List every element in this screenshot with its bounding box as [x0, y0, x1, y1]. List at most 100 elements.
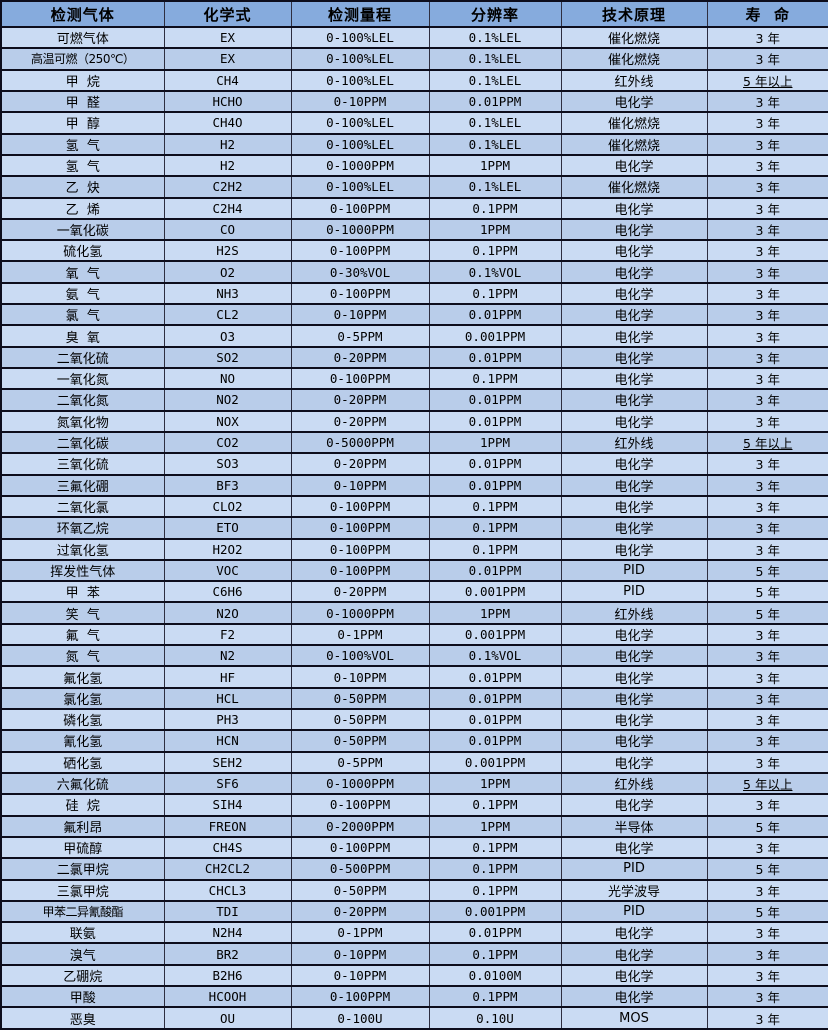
table-row: 六氟化硫 SF6 0-1000PPM 1PPM 红外线 5 年以上: [0, 771, 828, 796]
cell-formula: O2: [163, 260, 292, 284]
cell-life: 3 年: [706, 388, 828, 412]
cell-resolution: 0.001PPM: [428, 622, 562, 647]
cell-gas: 甲酸: [0, 985, 165, 1009]
cell-life: 3 年: [706, 281, 828, 306]
cell-life: 3 年: [706, 921, 828, 945]
cell-principle: 电化学: [560, 388, 708, 412]
table-row: 一氧化碳 CO 0-1000PPM 1PPM 电化学 3 年: [0, 217, 828, 242]
cell-life: 5 年以上: [706, 771, 828, 796]
cell-life: 3 年: [706, 260, 828, 284]
cell-gas: 甲 醛: [0, 89, 165, 114]
cell-gas: 氟化氢: [0, 665, 165, 689]
cell-principle: 催化燃烧: [560, 175, 708, 199]
cell-gas: 氨 气: [0, 281, 165, 306]
cell-resolution: 0.1%LEL: [428, 68, 562, 92]
cell-range: 0-20PPM: [290, 580, 430, 604]
cell-formula: CL2: [163, 303, 292, 327]
cell-principle: 电化学: [560, 644, 708, 668]
cell-gas: 环氧乙烷: [0, 516, 165, 540]
table-row: 三氯甲烷 CHCL3 0-50PPM 0.1PPM 光学波导 3 年: [0, 878, 828, 902]
cell-gas: 磷化氢: [0, 707, 165, 732]
cell-principle: 催化燃烧: [560, 132, 708, 156]
cell-resolution: 0.1PPM: [428, 281, 562, 306]
cell-range: 0-20PPM: [290, 452, 430, 476]
cell-gas: 三氧化硫: [0, 452, 165, 476]
cell-principle: 催化燃烧: [560, 47, 708, 71]
table-row: 过氧化氢 H2O2 0-100PPM 0.1PPM 电化学 3 年: [0, 537, 828, 561]
cell-principle: 电化学: [560, 835, 708, 860]
cell-life: 5 年以上: [706, 430, 828, 455]
column-header-gas: 检测气体: [0, 0, 165, 28]
cell-formula: CH4: [163, 68, 292, 92]
cell-gas: 一氧化氮: [0, 366, 165, 391]
cell-range: 0-5PPM: [290, 324, 430, 348]
cell-formula: SF6: [163, 771, 292, 796]
cell-range: 0-100%LEL: [290, 47, 430, 71]
cell-life: 3 年: [706, 942, 828, 966]
cell-range: 0-100PPM: [290, 835, 430, 860]
cell-gas: 氧 气: [0, 260, 165, 284]
table-row: 硫化氢 H2S 0-100PPM 0.1PPM 电化学 3 年: [0, 239, 828, 263]
cell-resolution: 0.1PPM: [428, 494, 562, 519]
cell-gas: 甲硫醇: [0, 835, 165, 860]
cell-principle: 半导体: [560, 814, 708, 838]
cell-principle: 电化学: [560, 324, 708, 348]
cell-principle: 电化学: [560, 963, 708, 988]
cell-life: 3 年: [706, 366, 828, 391]
cell-resolution: 0.01PPM: [428, 665, 562, 689]
cell-formula: HCL: [163, 686, 292, 711]
cell-formula: N2: [163, 644, 292, 668]
cell-range: 0-100PPM: [290, 239, 430, 263]
cell-principle: 电化学: [560, 793, 708, 817]
cell-range: 0-10PPM: [290, 963, 430, 988]
table-row: 一氧化氮 NO 0-100PPM 0.1PPM 电化学 3 年: [0, 366, 828, 391]
cell-life: 3 年: [706, 963, 828, 988]
cell-principle: PID: [560, 580, 708, 604]
cell-resolution: 0.01PPM: [428, 452, 562, 476]
cell-gas: 硅 烷: [0, 793, 165, 817]
cell-principle: PID: [560, 857, 708, 881]
cell-principle: 电化学: [560, 281, 708, 306]
cell-formula: EX: [163, 25, 292, 50]
table-row: 乙 炔 C2H2 0-100%LEL 0.1%LEL 催化燃烧 3 年: [0, 175, 828, 199]
cell-resolution: 0.01PPM: [428, 345, 562, 370]
cell-resolution: 0.1%LEL: [428, 111, 562, 135]
cell-gas: 甲 烷: [0, 68, 165, 92]
table-row: 氢 气 H2 0-1000PPM 1PPM 电化学 3 年: [0, 153, 828, 178]
table-row: 甲 苯 C6H6 0-20PPM 0.001PPM PID 5 年: [0, 580, 828, 604]
cell-gas: 氯 气: [0, 303, 165, 327]
cell-life: 3 年: [706, 89, 828, 114]
cell-principle: 电化学: [560, 942, 708, 966]
cell-life: 3 年: [706, 1006, 828, 1030]
cell-formula: CH2CL2: [163, 857, 292, 881]
cell-gas: 氰化氢: [0, 729, 165, 753]
cell-resolution: 0.1PPM: [428, 196, 562, 220]
cell-principle: 红外线: [560, 68, 708, 92]
cell-resolution: 0.1PPM: [428, 878, 562, 902]
cell-principle: 电化学: [560, 452, 708, 476]
cell-range: 0-100PPM: [290, 494, 430, 519]
cell-formula: BF3: [163, 473, 292, 497]
table-row: 氢 气 H2 0-100%LEL 0.1%LEL 催化燃烧 3 年: [0, 132, 828, 156]
cell-formula: ETO: [163, 516, 292, 540]
cell-life: 3 年: [706, 644, 828, 668]
cell-formula: O3: [163, 324, 292, 348]
cell-life: 3 年: [706, 665, 828, 689]
cell-life: 3 年: [706, 47, 828, 71]
cell-resolution: 0.1%LEL: [428, 25, 562, 50]
cell-principle: 催化燃烧: [560, 111, 708, 135]
cell-formula: HF: [163, 665, 292, 689]
table-row: 氯化氢 HCL 0-50PPM 0.01PPM 电化学 3 年: [0, 686, 828, 711]
cell-life: 3 年: [706, 153, 828, 178]
cell-gas: 甲苯二异氰酸酯: [0, 899, 165, 924]
cell-formula: OU: [163, 1006, 292, 1030]
cell-resolution: 0.1PPM: [428, 516, 562, 540]
cell-principle: 电化学: [560, 89, 708, 114]
cell-gas: 氮 气: [0, 644, 165, 668]
cell-formula: H2: [163, 132, 292, 156]
cell-resolution: 0.1%LEL: [428, 175, 562, 199]
cell-range: 0-100%LEL: [290, 175, 430, 199]
cell-range: 0-100U: [290, 1006, 430, 1030]
column-header-range: 检测量程: [290, 0, 430, 28]
cell-gas: 笑 气: [0, 601, 165, 625]
